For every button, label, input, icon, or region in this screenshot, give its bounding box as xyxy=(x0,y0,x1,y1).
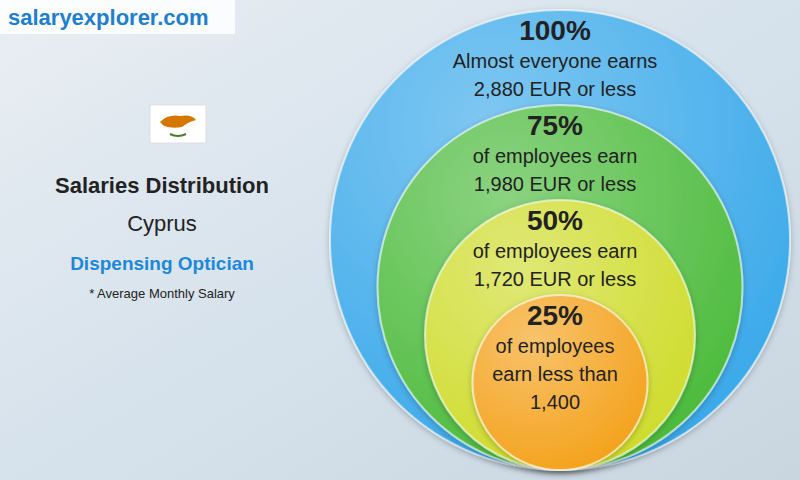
svg-text:Dispensing Optician: Dispensing Optician xyxy=(70,253,254,274)
svg-text:25%: 25% xyxy=(527,300,583,331)
svg-text:of employees: of employees xyxy=(496,335,615,357)
svg-text:100%: 100% xyxy=(519,15,591,46)
svg-text:of employees earn: of employees earn xyxy=(473,145,638,167)
svg-text:of employees earn: of employees earn xyxy=(473,240,638,262)
svg-text:salaryexplorer.com: salaryexplorer.com xyxy=(8,5,209,30)
svg-text:2,880 EUR or less: 2,880 EUR or less xyxy=(474,78,636,100)
svg-text:* Average Monthly Salary: * Average Monthly Salary xyxy=(89,286,235,301)
svg-text:1,720 EUR or less: 1,720 EUR or less xyxy=(474,268,636,290)
svg-text:earn less than: earn less than xyxy=(492,363,618,385)
svg-text:1,980 EUR or less: 1,980 EUR or less xyxy=(474,173,636,195)
svg-text:50%: 50% xyxy=(527,205,583,236)
svg-text:75%: 75% xyxy=(527,110,583,141)
svg-text:1,400: 1,400 xyxy=(530,391,580,413)
svg-text:Cyprus: Cyprus xyxy=(127,211,197,236)
svg-text:Salaries Distribution: Salaries Distribution xyxy=(55,173,269,198)
svg-text:Almost everyone earns: Almost everyone earns xyxy=(453,50,658,72)
